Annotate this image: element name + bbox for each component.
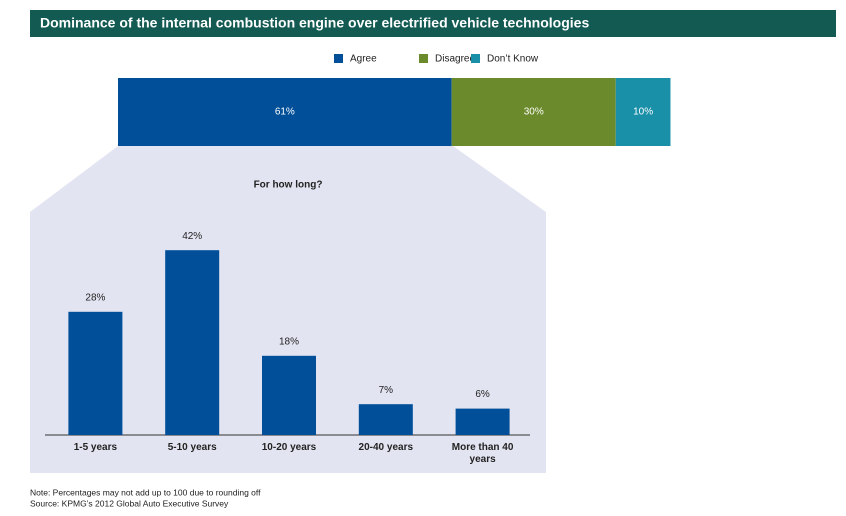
x-tick-label: 1-5 years bbox=[73, 442, 118, 453]
data-label: 30% bbox=[524, 107, 544, 118]
data-label: 7% bbox=[379, 385, 394, 396]
bar bbox=[455, 408, 510, 435]
title: Dominance of the internal combustion eng… bbox=[40, 15, 589, 31]
subchart-title: For how long? bbox=[254, 180, 323, 191]
legend-label: Don’t Know bbox=[487, 54, 539, 65]
note: Note: Percentages may not add up to 100 … bbox=[30, 487, 261, 497]
legend-label: Disagreee bbox=[435, 54, 481, 65]
data-label: 61% bbox=[275, 107, 295, 118]
x-tick-label: More than 40 years bbox=[451, 442, 514, 465]
bar bbox=[68, 311, 123, 435]
bar bbox=[262, 355, 316, 435]
legend-label: Agree bbox=[350, 54, 377, 65]
legend-swatch bbox=[334, 54, 343, 63]
bar-segment bbox=[451, 78, 616, 146]
bar-segment bbox=[118, 78, 452, 146]
data-label: 10% bbox=[633, 107, 653, 118]
title-bar bbox=[30, 10, 836, 37]
bar bbox=[358, 404, 413, 435]
legend-swatch bbox=[471, 54, 480, 63]
zoom-panel bbox=[30, 146, 546, 212]
note: Source: KPMG’s 2012 Global Auto Executiv… bbox=[30, 498, 229, 508]
data-label: 42% bbox=[182, 231, 202, 242]
data-label: 18% bbox=[279, 336, 299, 347]
data-label: 28% bbox=[85, 292, 105, 303]
bar-segment bbox=[615, 78, 671, 146]
data-label: 6% bbox=[475, 389, 490, 400]
legend-swatch bbox=[419, 54, 428, 63]
bar bbox=[165, 250, 220, 435]
x-tick-label: 20-40 years bbox=[358, 442, 414, 453]
x-tick-label: 10-20 years bbox=[261, 442, 317, 453]
x-tick-label: 5-10 years bbox=[167, 442, 217, 453]
